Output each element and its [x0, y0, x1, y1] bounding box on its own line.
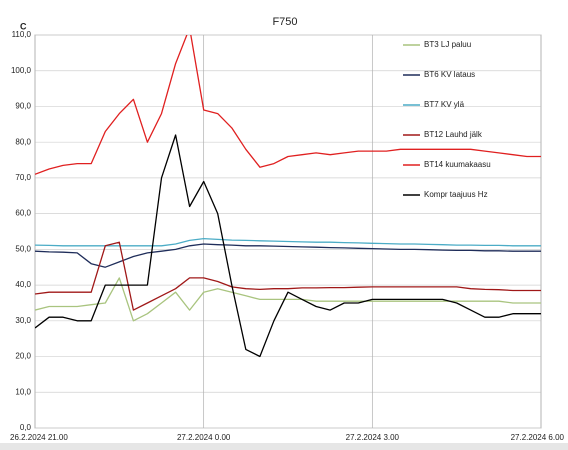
series-line: [35, 277, 541, 322]
series-line: [35, 243, 541, 268]
sheet-tabs: [0, 443, 568, 450]
x-tick-label: 26.2.2024 21.00: [10, 433, 68, 442]
series-line: [35, 237, 541, 247]
legend-label: BT12 Lauhd jälk: [424, 130, 483, 139]
series-line: [35, 35, 541, 175]
y-tick-label: 110,0: [12, 30, 32, 39]
y-tick-label: 100,0: [11, 66, 32, 75]
plot-area: [34, 34, 542, 429]
y-tick-label: 80,0: [15, 137, 31, 146]
series-line: [35, 241, 541, 311]
series-line: [35, 134, 541, 358]
y-tick-label: 60,0: [15, 209, 31, 218]
y-tick-label: 90,0: [15, 102, 31, 111]
y-tick-label: 30,0: [15, 316, 31, 325]
y-tick-label: 50,0: [15, 244, 31, 253]
legend-label: BT3 LJ paluu: [424, 40, 471, 49]
x-tick-label: 27.2.2024 3.00: [346, 433, 400, 442]
legend-label: BT7 KV ylä: [424, 100, 465, 109]
y-tick-label: 10,0: [15, 387, 31, 396]
y-tick-label: 0,0: [20, 423, 32, 432]
x-tick-label: 27.2.2024 0.00: [177, 433, 231, 442]
y-axis-label: C: [20, 21, 27, 31]
y-tick-label: 70,0: [15, 173, 31, 182]
y-tick-label: 40,0: [15, 280, 31, 289]
x-tick-label: 27.2.2024 6.00: [511, 433, 565, 442]
chart-title: F750: [272, 16, 297, 28]
legend-label: BT6 KV lataus: [424, 70, 475, 79]
legend-label: Kompr taajuus Hz: [424, 190, 488, 199]
plot-lines: [35, 35, 541, 358]
legend-label: BT14 kuumakaasu: [424, 160, 491, 169]
y-tick-label: 20,0: [15, 352, 31, 361]
